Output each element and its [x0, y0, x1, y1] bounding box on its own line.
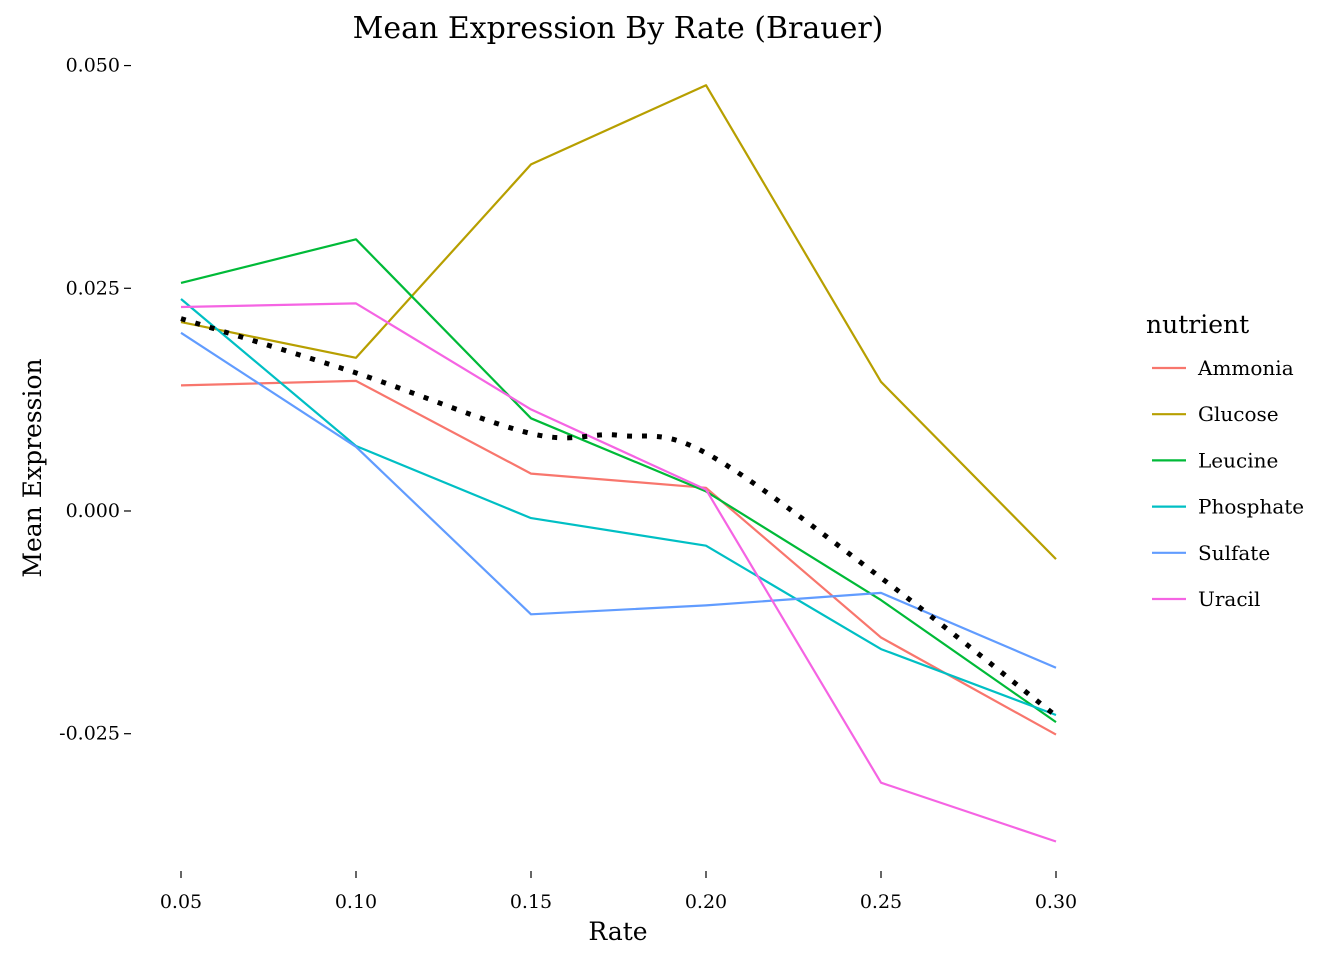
- y-tick-label: -0.025: [59, 723, 120, 745]
- x-tick-label: 0.20: [685, 891, 727, 913]
- legend-label: Sulfate: [1198, 541, 1270, 565]
- legend-label: Leucine: [1198, 448, 1278, 472]
- legend-item-ammonia: Ammonia: [1152, 356, 1294, 380]
- legend-label: Uracil: [1198, 587, 1260, 611]
- smoothed-mean-line: [180, 316, 1058, 718]
- x-tick-label: 0.10: [335, 891, 377, 913]
- legend: nutrient Ammonia Glucose Leucine Phosphate S…: [1146, 310, 1304, 611]
- x-tick-label: 0.05: [160, 891, 202, 913]
- legend-label: Glucose: [1198, 402, 1279, 426]
- legend-item-leucine: Leucine: [1152, 448, 1278, 472]
- x-tick-label: 0.30: [1035, 891, 1077, 913]
- legend-title: nutrient: [1146, 310, 1249, 339]
- legend-item-glucose: Glucose: [1152, 402, 1279, 426]
- y-axis: -0.025 0.000 0.025 0.050: [59, 55, 131, 745]
- series-line-phosphate: [180, 298, 1057, 717]
- legend-item-uracil: Uracil: [1152, 587, 1260, 611]
- y-axis-title: Mean Expression: [18, 358, 47, 577]
- series-line-ammonia: [180, 379, 1057, 736]
- x-axis: 0.05 0.10 0.15 0.20 0.25 0.30: [160, 871, 1077, 913]
- plot-area: [180, 84, 1058, 843]
- chart-title: Mean Expression By Rate (Brauer): [353, 11, 884, 46]
- x-axis-title: Rate: [588, 917, 647, 946]
- legend-label: Ammonia: [1197, 356, 1294, 380]
- series-line-glucose: [180, 84, 1057, 560]
- y-tick-label: 0.000: [66, 500, 120, 522]
- series-line-sulfate: [180, 331, 1057, 669]
- y-tick-label: 0.050: [66, 55, 120, 77]
- series-line-leucine: [180, 238, 1057, 724]
- legend-item-sulfate: Sulfate: [1152, 541, 1270, 565]
- legend-label: Phosphate: [1198, 495, 1304, 519]
- legend-item-phosphate: Phosphate: [1152, 495, 1304, 519]
- x-tick-label: 0.15: [510, 891, 552, 913]
- y-tick-label: 0.025: [66, 277, 120, 299]
- series-line-uracil: [180, 302, 1057, 843]
- x-tick-label: 0.25: [860, 891, 902, 913]
